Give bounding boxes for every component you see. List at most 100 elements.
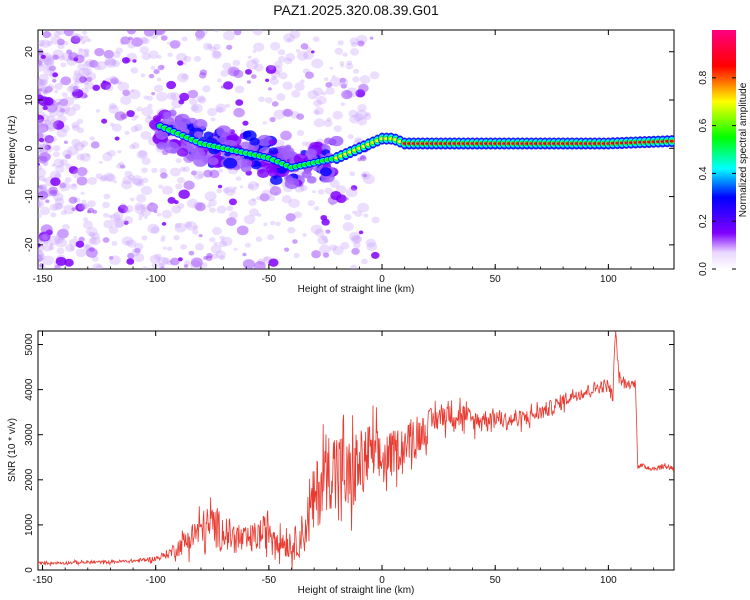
spectrogram-noise-blob: [59, 158, 68, 167]
spectrogram-noise-blob: [143, 215, 148, 220]
spectrogram-noise-blob: [130, 125, 139, 133]
spectrogram-ytick-label: 0: [24, 145, 35, 151]
spectrogram-noise-blob: [40, 39, 51, 48]
spectrogram-noise-blob: [321, 218, 330, 226]
spectrogram-noise-blob: [43, 66, 55, 76]
spectrogram-noise-blob: [252, 30, 263, 36]
spectrogram-noise-blob: [42, 105, 48, 111]
spectrogram-noise-blob: [146, 95, 153, 101]
spectrogram-noise-blob: [119, 203, 127, 209]
spectrogram-noise-blob: [92, 84, 101, 91]
spectrogram-noise-blob: [313, 99, 322, 107]
spectrogram-noise-blob: [84, 244, 90, 250]
spectrogram-noise-blob: [131, 37, 143, 47]
spectrogram-noise-blob: [56, 202, 64, 210]
spectrogram-noise-blob: [43, 144, 54, 153]
spectrogram-noise-blob: [166, 80, 177, 90]
spectrogram-noise-blob: [64, 230, 69, 234]
spectrogram-noise-blob: [108, 104, 119, 114]
spectrogram-noise-blob: [87, 38, 92, 43]
spectrogram-noise-blob: [349, 48, 360, 56]
spectrogram-noise-blob: [38, 78, 44, 86]
spectrogram-noise-blob: [74, 74, 87, 85]
spectrogram-noise-blob: [310, 224, 323, 235]
spectrogram-noise-blob: [141, 157, 151, 165]
spectrogram-noise-blob: [310, 50, 315, 54]
spectrogram-xlabel: Height of straight line (km): [298, 284, 415, 295]
spectrogram-noise-blob: [177, 203, 185, 209]
spectrogram-noise-blob: [38, 78, 45, 88]
spectrogram-noise-blob: [65, 244, 75, 252]
spectrogram-noise-blob: [126, 258, 135, 265]
snr-xtick-label: -50: [262, 575, 277, 586]
spectrogram-noise-blob: [167, 196, 176, 204]
spectrogram-noise-blob: [103, 172, 115, 182]
spectrogram-noise-blob: [132, 177, 142, 186]
spectrogram-noise-blob: [76, 176, 88, 186]
spectrogram-noise-blob: [211, 253, 219, 260]
spectrogram-noise-blob: [108, 256, 114, 260]
spectrogram-noise-blob: [277, 55, 286, 63]
spectrogram-noise-blob: [177, 176, 185, 184]
spectrogram-noise-blob: [118, 161, 125, 167]
spectrogram-noise-blob: [350, 185, 358, 191]
spectrogram-noise-blob: [150, 65, 156, 70]
spectrogram-noise-blob: [122, 176, 133, 185]
spectrogram-noise-blob: [167, 135, 173, 140]
spectrogram-noise-blob: [285, 52, 296, 62]
spectrogram-noise-blob: [46, 104, 55, 113]
spectrogram-noise-blob: [363, 213, 369, 218]
spectrogram-noise-blob: [265, 64, 277, 74]
spectrogram-noise-blob: [215, 250, 226, 259]
spectrogram-noise-blob: [78, 236, 85, 242]
spectrogram-noise-blob: [371, 251, 380, 259]
spectrogram-noise-blob: [329, 76, 342, 87]
spectrogram-noise-blob: [190, 170, 197, 176]
spectrogram-noise-blob: [245, 242, 251, 248]
spectrogram-noise-blob: [38, 137, 45, 143]
spectrogram-noise-blob: [90, 236, 101, 246]
spectrogram-noise-blob: [71, 207, 76, 211]
spectrogram-noise-blob: [87, 177, 98, 185]
spectrogram-noise-blob: [166, 246, 173, 252]
snr-ylabel: SNR (10 * v/v): [7, 418, 18, 482]
spectrogram-noise-blob: [296, 51, 309, 61]
spectrogram-noise-blob: [156, 55, 162, 59]
spectrogram-noise-blob: [183, 264, 189, 268]
spectrogram-image: [38, 30, 674, 269]
spectrogram-noise-blob: [329, 244, 338, 251]
spectrogram-noise-blob: [41, 143, 48, 150]
spectrogram-noise-blob: [255, 182, 260, 187]
spectrogram-noise-blob: [251, 57, 260, 65]
spectrogram-noise-blob: [218, 240, 227, 248]
spectrogram-noise-blob: [319, 244, 331, 255]
spectrogram-noise-blob: [203, 42, 213, 51]
spectrogram-noise-blob: [305, 71, 314, 79]
spectrogram-ridge-blob: [223, 157, 238, 169]
spectrogram-noise-blob: [123, 216, 134, 225]
spectrogram-noise-blob: [48, 33, 53, 37]
spectrogram-noise-blob: [38, 39, 46, 47]
spectrogram-noise-blob: [52, 54, 59, 60]
spectrogram-noise-blob: [52, 72, 58, 78]
spectrogram-noise-blob: [53, 151, 60, 158]
spectrogram-noise-blob: [208, 199, 217, 207]
spectrogram-noise-blob: [59, 105, 71, 115]
spectrogram-noise-blob: [337, 40, 344, 46]
figure-title: PAZ1.2025.320.08.39.G01: [273, 2, 439, 18]
spectrogram-noise-blob: [71, 121, 80, 129]
spectrogram-noise-blob: [58, 235, 65, 241]
spectrogram-noise-blob: [302, 233, 307, 237]
spectrogram-noise-blob: [86, 226, 98, 237]
spectrogram-noise-blob: [329, 179, 340, 188]
spectrogram-noise-blob: [134, 242, 144, 251]
spectrogram-noise-blob: [60, 62, 67, 68]
spectrogram-noise-blob: [323, 119, 333, 128]
spectrogram-noise-blob: [140, 130, 152, 140]
spectrogram-noise-blob: [151, 91, 156, 96]
spectrogram-noise-blob: [84, 81, 95, 90]
spectrogram-noise-blob: [78, 47, 83, 52]
spectrogram-noise-blob: [42, 178, 47, 183]
snr-series-line: [38, 331, 674, 570]
